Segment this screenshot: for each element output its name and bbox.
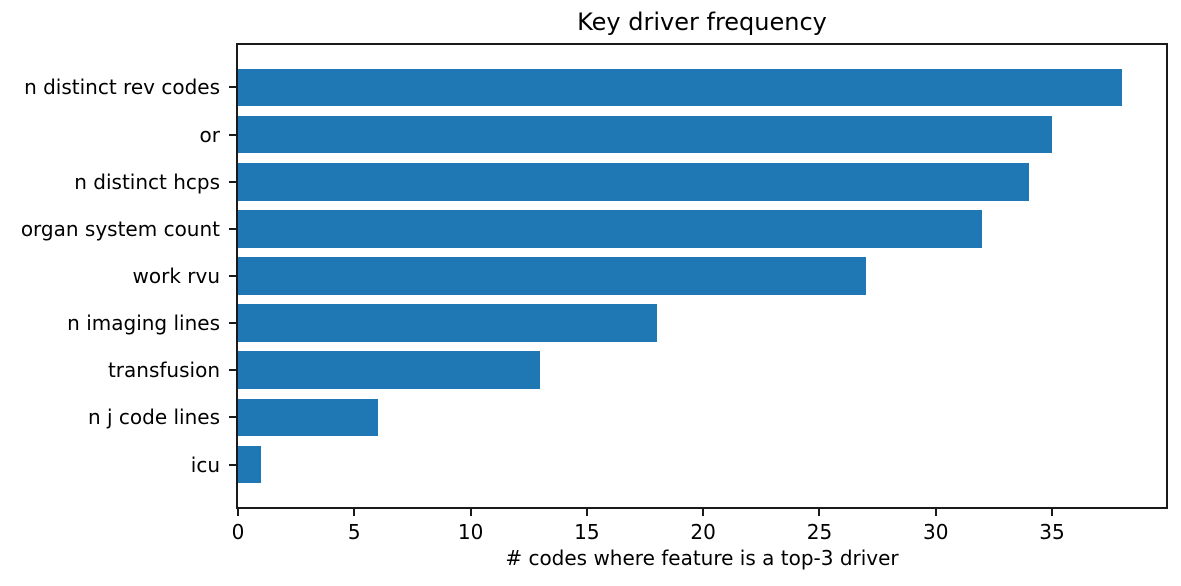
bar-transfusion xyxy=(238,351,541,390)
y-tick-label: work rvu xyxy=(132,264,221,288)
y-tick-mark xyxy=(229,275,236,277)
y-tick-label: n distinct hcps xyxy=(74,169,220,194)
x-tick-label: 10 xyxy=(457,520,484,544)
x-tick-label: 30 xyxy=(923,520,949,544)
y-tick-label: organ system count xyxy=(20,216,220,241)
x-tick-label: 15 xyxy=(574,520,600,544)
y-tick-mark xyxy=(229,180,236,183)
x-tick-mark xyxy=(934,509,937,516)
bar-work-rvu xyxy=(238,257,866,295)
y-tick-label: or xyxy=(199,122,220,147)
chart-title: Key driver frequency xyxy=(577,8,827,36)
x-tick-mark xyxy=(237,509,239,516)
y-tick-mark xyxy=(229,133,236,136)
y-tick-mark xyxy=(229,416,236,419)
x-tick-mark xyxy=(702,509,705,516)
x-tick-mark xyxy=(353,509,356,516)
y-tick-mark xyxy=(229,227,236,230)
x-tick-mark xyxy=(469,509,472,516)
y-tick-label: n j code lines xyxy=(87,405,220,430)
x-tick-label: 35 xyxy=(1039,520,1065,544)
bar-organ-system-count xyxy=(238,210,983,248)
x-tick-label: 25 xyxy=(806,520,833,544)
bar-n-imaging-lines xyxy=(238,304,657,342)
bar-n-distinct-rev-codes xyxy=(238,68,1122,107)
y-tick-mark xyxy=(229,369,236,372)
x-tick-mark xyxy=(818,509,821,516)
y-tick-label: transfusion xyxy=(107,358,220,383)
bar-icu xyxy=(238,445,262,484)
y-tick-mark xyxy=(229,86,236,89)
y-tick-mark xyxy=(229,463,236,466)
bar-n-distinct-hcps xyxy=(238,162,1029,201)
bar-n-j-code-lines xyxy=(238,398,378,437)
y-tick-mark xyxy=(229,322,236,325)
x-tick-label: 0 xyxy=(231,520,245,544)
x-axis-title: # codes where feature is a top-3 driver xyxy=(505,546,899,570)
x-tick-label: 20 xyxy=(690,520,716,544)
bar-or xyxy=(238,115,1053,154)
y-tick-label: n distinct rev codes xyxy=(24,75,220,100)
x-tick-mark xyxy=(1051,509,1054,516)
x-tick-label: 5 xyxy=(347,520,361,544)
plot-area xyxy=(236,43,1168,509)
y-tick-label: icu xyxy=(190,452,220,477)
y-tick-label: n imaging lines xyxy=(67,311,220,336)
x-tick-mark xyxy=(585,509,588,516)
